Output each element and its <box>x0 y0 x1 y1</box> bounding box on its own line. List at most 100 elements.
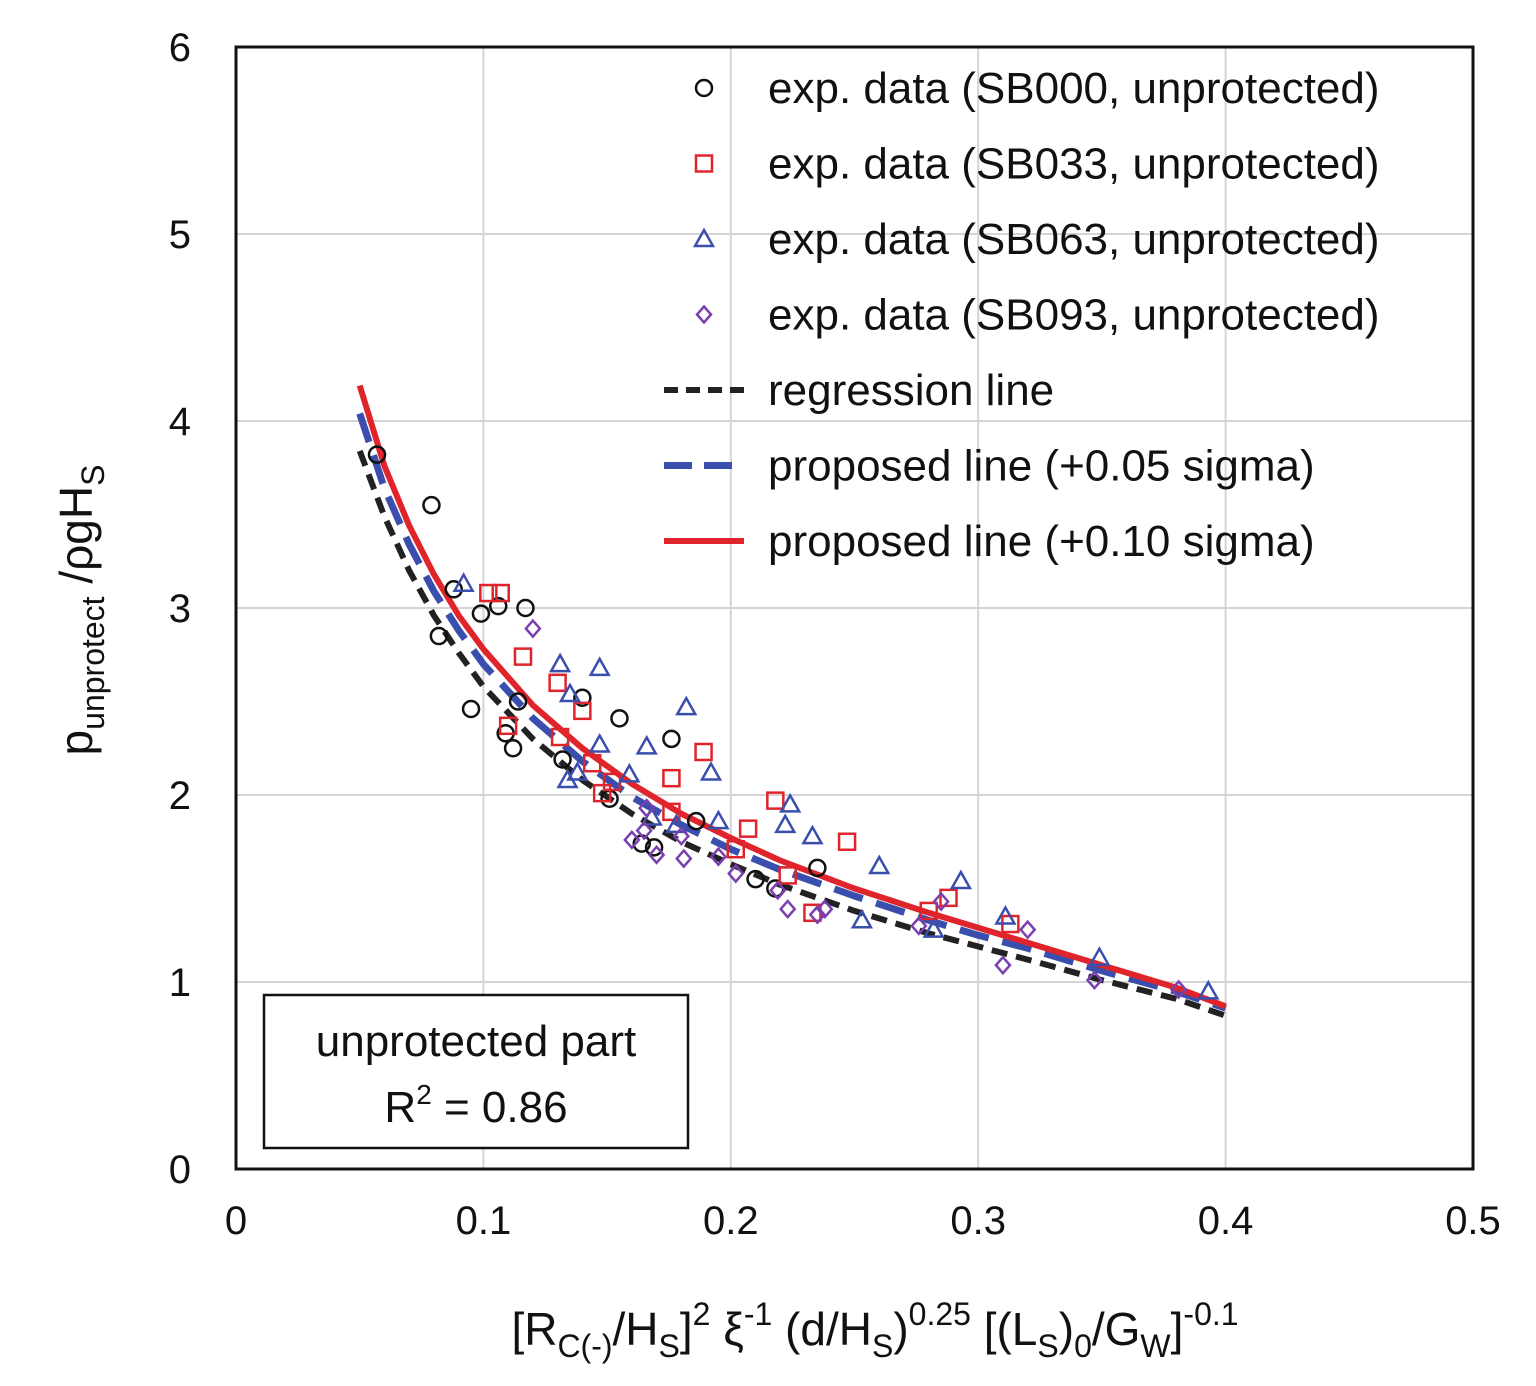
data-point <box>766 791 785 810</box>
data-point <box>707 809 730 830</box>
data-point <box>675 848 693 869</box>
legend-label: proposed line (+0.10 sigma) <box>768 517 1315 566</box>
data-point <box>548 673 567 693</box>
legend-marker-swatch <box>694 154 714 173</box>
data-point <box>779 899 797 919</box>
legend-marker-swatch <box>694 78 714 98</box>
data-point <box>367 445 387 464</box>
data-point <box>1019 919 1037 940</box>
x-tick-label: 0.5 <box>1445 1199 1501 1243</box>
y-tick-label: 5 <box>169 213 191 257</box>
legend-label: proposed line (+0.05 sigma) <box>768 442 1315 491</box>
data-point <box>618 762 641 783</box>
annotation-title: unprotected part <box>316 1017 636 1066</box>
legend-item: proposed line (+0.05 sigma) <box>664 442 1315 491</box>
data-point <box>503 739 523 758</box>
data-point <box>808 858 827 878</box>
data-point <box>778 866 797 885</box>
x-tick-label: 0.2 <box>703 1199 759 1243</box>
data-point <box>662 729 681 749</box>
legend-item: exp. data (SB000, unprotected) <box>694 64 1380 113</box>
y-tick-label: 1 <box>169 961 191 1005</box>
data-point <box>471 604 491 623</box>
data-point <box>662 802 681 822</box>
plot-area <box>234 45 1475 1171</box>
legend-item: proposed line (+0.10 sigma) <box>664 517 1315 566</box>
data-point <box>566 761 589 781</box>
data-point <box>444 580 463 599</box>
legend: exp. data (SB000, unprotected) exp. data … <box>664 64 1380 566</box>
data-point <box>994 905 1017 925</box>
y-tick-label: 3 <box>169 587 191 631</box>
data-point <box>588 732 611 753</box>
data-point <box>588 656 611 677</box>
data-point <box>662 768 681 788</box>
data-point <box>461 699 481 719</box>
data-point <box>738 819 758 838</box>
x-tick-label: 0.1 <box>456 1199 512 1243</box>
y-tick-labels: 0 1 2 3 4 5 6 <box>169 26 191 1192</box>
data-point <box>726 839 745 859</box>
data-point <box>699 761 723 781</box>
data-point <box>774 813 797 834</box>
data-point <box>1085 970 1104 991</box>
data-point <box>635 734 658 755</box>
data-point <box>939 888 958 908</box>
legend-label: regression line <box>768 366 1054 415</box>
series-line-4 <box>356 449 1227 1019</box>
data-point <box>647 844 666 865</box>
legend-label: exp. data (SB063, unprotected) <box>768 215 1380 264</box>
annotation-r2: R2 = 0.86 <box>384 1079 567 1132</box>
data-point <box>837 832 857 851</box>
data-point <box>638 798 656 818</box>
data-point <box>694 742 713 762</box>
data-point <box>672 826 690 847</box>
y-tick-label: 4 <box>169 400 191 444</box>
data-point <box>644 838 664 857</box>
y-tick-label: 2 <box>169 774 191 818</box>
data-point <box>583 753 602 773</box>
data-point <box>922 918 945 938</box>
data-point <box>558 682 582 703</box>
data-point <box>1197 979 1220 1000</box>
data-point <box>422 495 441 515</box>
data-point <box>746 869 765 889</box>
data-point <box>850 908 874 929</box>
data-point <box>868 854 891 875</box>
y-tick-label: 0 <box>169 1148 191 1192</box>
x-tick-label: 0.4 <box>1198 1199 1254 1243</box>
data-point <box>801 824 824 845</box>
data-point <box>548 652 572 673</box>
data-point <box>623 829 641 850</box>
data-point <box>573 688 592 708</box>
data-point <box>808 904 827 925</box>
legend-item: exp. data (SB063, unprotected) <box>692 215 1380 264</box>
data-point <box>1169 979 1188 1000</box>
data-point <box>686 811 706 831</box>
data-point <box>573 701 592 721</box>
x-tick-labels: 0 0.1 0.2 0.3 0.4 0.5 <box>225 1199 1501 1243</box>
data-point <box>491 583 510 603</box>
data-point <box>452 572 475 592</box>
legend-marker-swatch <box>695 304 713 325</box>
legend-label: exp. data (SB033, unprotected) <box>768 140 1380 189</box>
legend-label: exp. data (SB093, unprotected) <box>768 291 1380 340</box>
data-point <box>508 692 528 711</box>
x-axis-label: [RC(-)/HS]2 ξ-1 (d/HS)0.25 [(LS)0/GW]-0.… <box>511 1296 1238 1364</box>
grid-lines <box>236 47 1473 1169</box>
data-point <box>592 783 612 803</box>
data-point <box>994 955 1012 976</box>
data-point <box>816 899 834 919</box>
data-point <box>516 598 535 618</box>
data-point <box>610 709 629 728</box>
data-point <box>550 727 570 747</box>
legend-marker-swatch <box>692 227 716 248</box>
series-line-6 <box>356 384 1227 1010</box>
data-point <box>1088 946 1111 966</box>
y-tick-label: 6 <box>169 26 191 70</box>
data-point <box>675 695 698 716</box>
data-markers <box>367 445 1220 1000</box>
data-point <box>949 869 973 890</box>
data-point <box>769 880 787 901</box>
